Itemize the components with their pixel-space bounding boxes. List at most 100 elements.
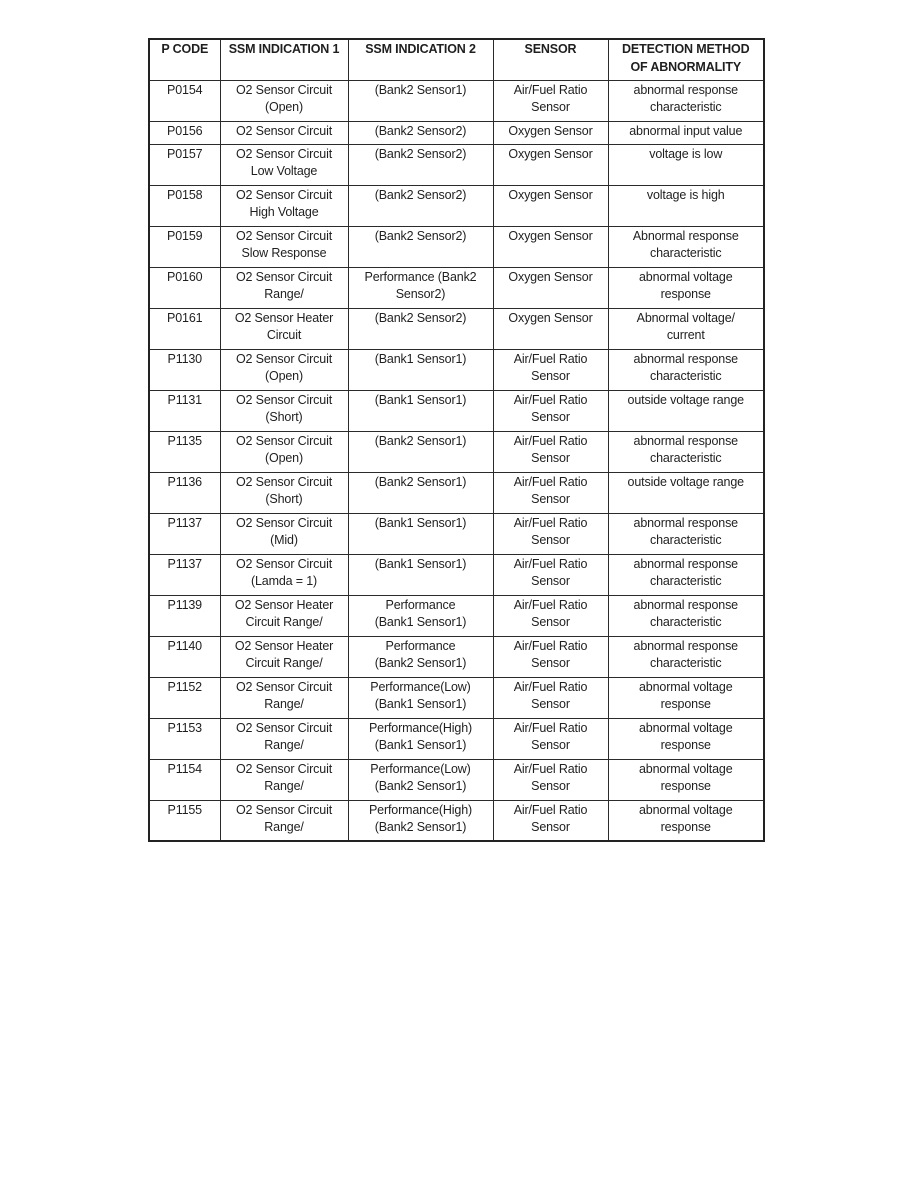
- table-row: P1137 O2 Sensor Circuit (Lamda = 1) (Bank1…: [148, 553, 765, 596]
- sensor-cell: Air/Fuel Ratio Sensor: [492, 471, 609, 514]
- detection-method-cell: abnormal response characteristic: [607, 430, 765, 473]
- ssm-indication-1-cell: O2 Sensor Circuit (Open): [219, 430, 349, 473]
- detection-method-cell: voltage is high: [607, 184, 765, 227]
- table-row: P1152 O2 Sensor Circuit Range/Performance…: [148, 676, 765, 719]
- detection-method-cell: abnormal response characteristic: [607, 512, 765, 555]
- p-code-cell: P0156: [148, 120, 221, 145]
- p-code-cell: P1135: [148, 430, 221, 473]
- ssm-indication-2-cell: (Bank1 Sensor1): [347, 553, 494, 596]
- ssm-indication-1-cell: O2 Sensor Circuit (Lamda = 1): [219, 553, 349, 596]
- table-row: P0156 O2 Sensor Circuit (Bank2 Sensor2) Oxy…: [148, 120, 765, 145]
- table-row: P0157 O2 Sensor Circuit Low Voltage (Bank2…: [148, 143, 765, 186]
- table-row: P0154 O2 Sensor Circuit (Open) (Bank2 Sens…: [148, 79, 765, 122]
- ssm-indication-1-cell: O2 Sensor Circuit Range/: [219, 717, 349, 760]
- ssm-indication-2-cell: Performance (Bank2 Sensor2): [347, 266, 494, 309]
- header-row: P CODE SSM INDICATION 1 SSM INDICATION 2 SE…: [148, 38, 765, 81]
- detection-method-cell: abnormal voltage response: [607, 799, 765, 842]
- sensor-cell: Air/Fuel Ratio Sensor: [492, 512, 609, 555]
- ssm-indication-1-cell: O2 Sensor Circuit (Short): [219, 471, 349, 514]
- table-row: P1140 O2 Sensor Heater Circuit Range/Perf…: [148, 635, 765, 678]
- table-row: P1154 O2 Sensor Circuit Range/Performance…: [148, 758, 765, 801]
- column-header-ssm-indication-1: SSM INDICATION 1: [219, 38, 349, 81]
- ssm-indication-2-cell: (Bank2 Sensor2): [347, 120, 494, 145]
- ssm-indication-2-cell: Performance(High) (Bank2 Sensor1): [347, 799, 494, 842]
- p-code-cell: P1137: [148, 553, 221, 596]
- ssm-indication-1-cell: O2 Sensor Circuit (Mid): [219, 512, 349, 555]
- ssm-indication-2-cell: Performance(Low) (Bank1 Sensor1): [347, 676, 494, 719]
- sensor-cell: Air/Fuel Ratio Sensor: [492, 430, 609, 473]
- detection-method-cell: voltage is low: [607, 143, 765, 186]
- ssm-indication-1-cell: O2 Sensor Circuit Low Voltage: [219, 143, 349, 186]
- detection-method-cell: abnormal voltage response: [607, 758, 765, 801]
- table-row: P1153 O2 Sensor Circuit Range/Performance…: [148, 717, 765, 760]
- table-row: P0160 O2 Sensor Circuit Range/Performance…: [148, 266, 765, 309]
- table-row: P1137 O2 Sensor Circuit (Mid) (Bank1 Senso…: [148, 512, 765, 555]
- ssm-indication-2-cell: Performance (Bank2 Sensor1): [347, 635, 494, 678]
- ssm-indication-2-cell: (Bank1 Sensor1): [347, 348, 494, 391]
- p-code-cell: P1154: [148, 758, 221, 801]
- ssm-indication-1-cell: O2 Sensor Circuit High Voltage: [219, 184, 349, 227]
- column-header-ssm-indication-2: SSM INDICATION 2: [347, 38, 494, 81]
- ssm-indication-1-cell: O2 Sensor Circuit (Short): [219, 389, 349, 432]
- ssm-indication-1-cell: O2 Sensor Heater Circuit Range/: [219, 635, 349, 678]
- sensor-cell: Air/Fuel Ratio Sensor: [492, 553, 609, 596]
- p-code-cell: P0159: [148, 225, 221, 268]
- p-code-cell: P1130: [148, 348, 221, 391]
- detection-method-cell: abnormal voltage response: [607, 266, 765, 309]
- detection-method-cell: abnormal response characteristic: [607, 79, 765, 122]
- table-row: P0158 O2 Sensor Circuit High Voltage (Bank…: [148, 184, 765, 227]
- detection-method-cell: abnormal response characteristic: [607, 348, 765, 391]
- p-code-cell: P0161: [148, 307, 221, 350]
- ssm-indication-2-cell: (Bank2 Sensor2): [347, 307, 494, 350]
- sensor-cell: Air/Fuel Ratio Sensor: [492, 676, 609, 719]
- detection-method-cell: Abnormal response characteristic: [607, 225, 765, 268]
- ssm-indication-1-cell: O2 Sensor Heater Circuit Range/: [219, 594, 349, 637]
- p-code-cell: P1152: [148, 676, 221, 719]
- ssm-indication-1-cell: O2 Sensor Circuit Range/: [219, 758, 349, 801]
- p-code-cell: P1139: [148, 594, 221, 637]
- table-row: P1139 O2 Sensor Heater Circuit Range/Perf…: [148, 594, 765, 637]
- sensor-cell: Air/Fuel Ratio Sensor: [492, 79, 609, 122]
- ssm-indication-2-cell: (Bank2 Sensor1): [347, 430, 494, 473]
- sensor-cell: Oxygen Sensor: [492, 120, 609, 145]
- detection-method-cell: abnormal voltage response: [607, 717, 765, 760]
- table-row: P0159 O2 Sensor Circuit Slow Response (Ban…: [148, 225, 765, 268]
- ssm-indication-2-cell: Performance (Bank1 Sensor1): [347, 594, 494, 637]
- ssm-indication-2-cell: (Bank2 Sensor2): [347, 225, 494, 268]
- ssm-indication-2-cell: (Bank2 Sensor2): [347, 184, 494, 227]
- ssm-indication-1-cell: O2 Sensor Heater Circuit: [219, 307, 349, 350]
- ssm-indication-1-cell: O2 Sensor Circuit Range/: [219, 799, 349, 842]
- sensor-cell: Air/Fuel Ratio Sensor: [492, 717, 609, 760]
- p-code-cell: P0160: [148, 266, 221, 309]
- table-row: P1155 O2 Sensor Circuit Range/Performance…: [148, 799, 765, 842]
- p-code-cell: P0154: [148, 79, 221, 122]
- sensor-cell: Air/Fuel Ratio Sensor: [492, 594, 609, 637]
- table-row: P0161 O2 Sensor Heater Circuit (Bank2 Sens…: [148, 307, 765, 350]
- detection-method-cell: outside voltage range: [607, 471, 765, 514]
- ssm-indication-2-cell: Performance(High) (Bank1 Sensor1): [347, 717, 494, 760]
- ssm-indication-1-cell: O2 Sensor Circuit Range/: [219, 266, 349, 309]
- p-code-cell: P0158: [148, 184, 221, 227]
- sensor-cell: Oxygen Sensor: [492, 225, 609, 268]
- detection-method-cell: outside voltage range: [607, 389, 765, 432]
- p-code-cell: P1136: [148, 471, 221, 514]
- p-code-cell: P0157: [148, 143, 221, 186]
- sensor-cell: Air/Fuel Ratio Sensor: [492, 389, 609, 432]
- sensor-cell: Oxygen Sensor: [492, 266, 609, 309]
- ssm-indication-2-cell: Performance(Low) (Bank2 Sensor1): [347, 758, 494, 801]
- sensor-cell: Air/Fuel Ratio Sensor: [492, 799, 609, 842]
- ssm-indication-1-cell: O2 Sensor Circuit: [219, 120, 349, 145]
- table-row: P1135 O2 Sensor Circuit (Open) (Bank2 Sens…: [148, 430, 765, 473]
- sensor-cell: Air/Fuel Ratio Sensor: [492, 635, 609, 678]
- detection-method-cell: abnormal response characteristic: [607, 635, 765, 678]
- p-code-cell: P1137: [148, 512, 221, 555]
- table-body: P0154 O2 Sensor Circuit (Open) (Bank2 Sens…: [148, 79, 765, 842]
- sensor-cell: Air/Fuel Ratio Sensor: [492, 348, 609, 391]
- p-code-cell: P1153: [148, 717, 221, 760]
- table-row: P1130 O2 Sensor Circuit (Open) (Bank1 Sens…: [148, 348, 765, 391]
- sensor-cell: Air/Fuel Ratio Sensor: [492, 758, 609, 801]
- p-code-cell: P1131: [148, 389, 221, 432]
- p-code-cell: P1155: [148, 799, 221, 842]
- detection-method-cell: abnormal input value: [607, 120, 765, 145]
